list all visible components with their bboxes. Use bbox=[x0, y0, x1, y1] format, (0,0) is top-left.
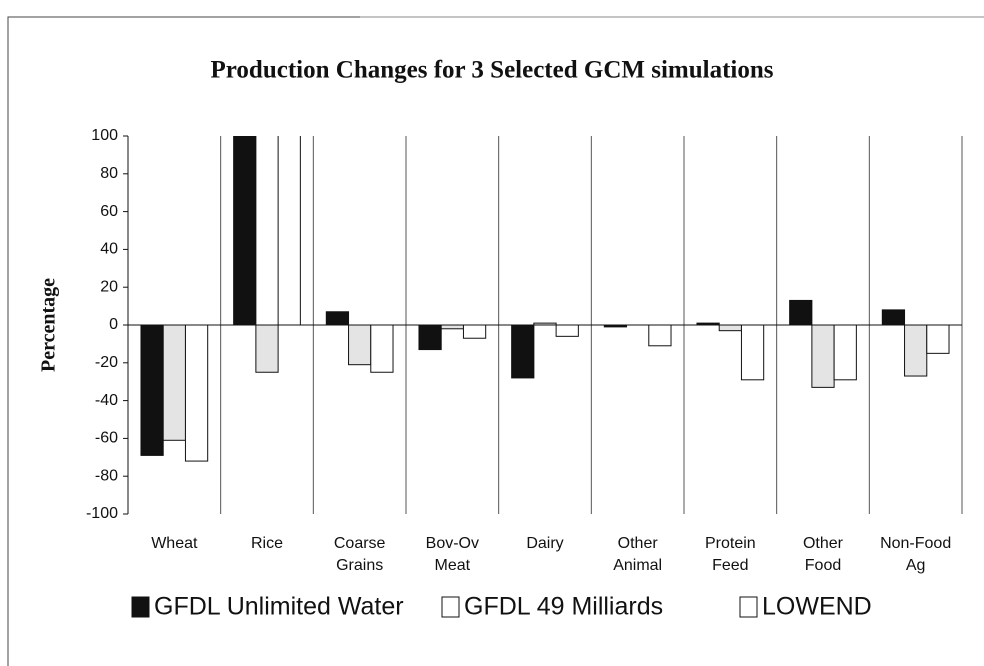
bar bbox=[511, 324, 535, 379]
bar bbox=[370, 324, 394, 373]
bar bbox=[811, 324, 835, 388]
legend-label: GFDL 49 Milliards bbox=[464, 593, 663, 621]
x-tick-label: Non-Food Ag bbox=[880, 535, 951, 574]
bar bbox=[740, 324, 765, 381]
x-tick-label: Other Food bbox=[803, 535, 844, 574]
y-tick-label: -40 bbox=[95, 392, 118, 409]
chart-title: Production Changes for 3 Selected GCM si… bbox=[211, 57, 774, 84]
bar bbox=[789, 299, 813, 326]
y-axis-label: Percentage bbox=[38, 278, 60, 372]
legend-swatch bbox=[441, 596, 460, 618]
x-tick-label: Dairy bbox=[526, 535, 563, 552]
y-tick-label: -80 bbox=[95, 467, 118, 484]
x-tick-label: Coarse Grains bbox=[334, 535, 386, 574]
bar bbox=[462, 324, 487, 339]
y-tick-label: 100 bbox=[91, 127, 118, 144]
bar bbox=[277, 136, 301, 326]
bar bbox=[718, 324, 742, 332]
y-tick-label: 80 bbox=[100, 165, 118, 182]
legend-swatch bbox=[739, 596, 758, 618]
bar bbox=[648, 324, 672, 347]
y-tick-label: 60 bbox=[100, 203, 118, 220]
bar bbox=[904, 324, 928, 377]
bar bbox=[555, 324, 579, 337]
bar bbox=[233, 136, 257, 326]
y-tick-label: -60 bbox=[95, 430, 118, 447]
legend-swatch bbox=[131, 596, 150, 618]
bar bbox=[140, 324, 164, 456]
y-tick-label: 0 bbox=[109, 316, 118, 333]
x-tick-label: Bov-Ov Meat bbox=[426, 535, 479, 574]
bar bbox=[255, 324, 279, 373]
y-tick-label: 20 bbox=[100, 278, 118, 295]
bar bbox=[440, 324, 464, 330]
y-tick-label: -100 bbox=[86, 505, 118, 522]
bar bbox=[184, 324, 209, 462]
legend-label: GFDL Unlimited Water bbox=[154, 593, 404, 621]
bar bbox=[418, 324, 442, 351]
bar bbox=[348, 324, 372, 366]
bar bbox=[325, 311, 350, 326]
bars bbox=[140, 136, 950, 462]
bar bbox=[162, 324, 186, 441]
bar bbox=[926, 324, 950, 354]
y-tick-label: 40 bbox=[100, 241, 118, 258]
frame bbox=[7, 16, 360, 666]
x-tick-label: Protein Feed bbox=[705, 535, 756, 574]
bar bbox=[833, 324, 857, 381]
x-tick-label: Wheat bbox=[151, 535, 198, 552]
bar bbox=[881, 309, 906, 326]
y-tick-label: -20 bbox=[95, 354, 118, 371]
x-tick-label: Other Animal bbox=[613, 535, 662, 574]
legend-label: LOWEND bbox=[762, 593, 872, 621]
x-tick-label: Rice bbox=[251, 535, 283, 552]
